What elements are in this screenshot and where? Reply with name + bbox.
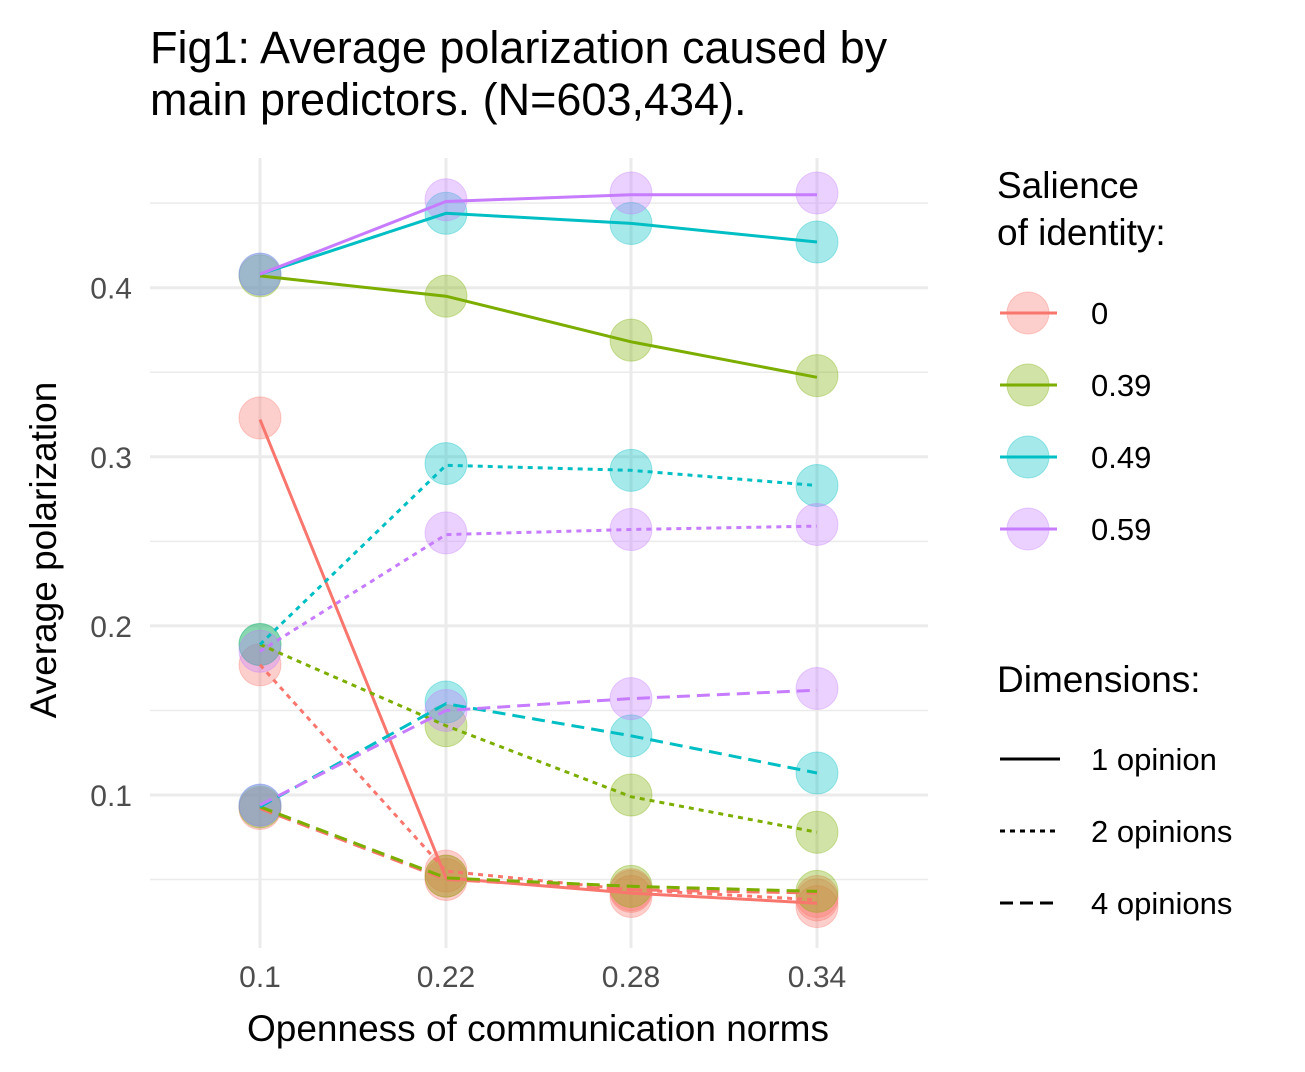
y-axis-title: Average polarization bbox=[23, 382, 64, 719]
y-tick-labels: 0.1 0.2 0.3 0.4 bbox=[90, 273, 132, 813]
series-line bbox=[259, 524, 818, 653]
data-point bbox=[795, 171, 839, 215]
y-tick-label: 0.2 bbox=[90, 611, 132, 644]
x-tick-labels: 0.1 0.22 0.28 0.34 bbox=[239, 961, 846, 994]
data-point bbox=[795, 878, 839, 922]
y-tick-label: 0.4 bbox=[90, 273, 132, 306]
series-line bbox=[259, 688, 818, 807]
series-line bbox=[259, 274, 818, 379]
data-point bbox=[795, 502, 839, 546]
series-points bbox=[238, 171, 839, 929]
chart-title-line-1: Fig1: Average polarization caused by bbox=[150, 22, 888, 73]
x-axis-title: Openness of communication norms bbox=[247, 1008, 829, 1049]
legend: Salience of identity: 0 0.39 0.49 0.59 Dime… bbox=[997, 165, 1232, 921]
data-point bbox=[424, 680, 468, 724]
legend-label: 0.39 bbox=[1091, 368, 1151, 403]
series-line bbox=[259, 211, 818, 276]
series-line bbox=[259, 702, 818, 809]
data-point bbox=[795, 885, 839, 929]
series-line bbox=[258, 663, 818, 902]
chart-title-line-2: main predictors. (N=603,434). bbox=[150, 74, 747, 125]
x-tick-label: 0.1 bbox=[239, 961, 281, 994]
data-point bbox=[795, 810, 839, 854]
color-legend-title-line-2: of identity: bbox=[997, 212, 1166, 253]
linetype-legend-title: Dimensions: bbox=[997, 659, 1201, 700]
series-line bbox=[259, 193, 817, 276]
chart-title: Fig1: Average polarization caused by mai… bbox=[150, 22, 887, 126]
y-tick-label: 0.3 bbox=[90, 442, 132, 475]
legend-label: 4 opinions bbox=[1091, 886, 1232, 921]
linetype-legend-keys: 1 opinion 2 opinions 4 opinions bbox=[1000, 742, 1232, 921]
legend-label: 0 bbox=[1091, 296, 1108, 331]
series-line bbox=[259, 805, 818, 893]
data-point bbox=[609, 171, 653, 215]
data-point bbox=[795, 220, 839, 264]
x-tick-label: 0.22 bbox=[417, 961, 475, 994]
x-tick-label: 0.34 bbox=[788, 961, 846, 994]
x-tick-label: 0.28 bbox=[602, 961, 660, 994]
data-point bbox=[609, 677, 653, 721]
data-point bbox=[795, 354, 839, 398]
data-point bbox=[424, 442, 468, 486]
data-point bbox=[609, 318, 653, 362]
series-line bbox=[259, 643, 818, 834]
data-point bbox=[795, 751, 839, 795]
data-point bbox=[795, 666, 839, 710]
data-point bbox=[609, 874, 653, 918]
data-point bbox=[238, 396, 282, 440]
series-line bbox=[258, 419, 818, 905]
series-lines bbox=[258, 193, 818, 905]
data-point bbox=[795, 874, 839, 918]
data-point bbox=[609, 773, 653, 817]
data-point bbox=[795, 464, 839, 508]
legend-label: 1 opinion bbox=[1091, 742, 1217, 777]
y-tick-label: 0.1 bbox=[90, 780, 132, 813]
data-point bbox=[238, 254, 282, 298]
series-line bbox=[258, 463, 818, 646]
color-legend-title-line-1: Salience bbox=[997, 165, 1139, 206]
color-legend-keys: 0 0.39 0.49 0.59 bbox=[1000, 291, 1151, 551]
legend-label: 0.59 bbox=[1091, 512, 1151, 547]
legend-label: 2 opinions bbox=[1091, 814, 1232, 849]
series-line bbox=[259, 807, 818, 895]
legend-label: 0.49 bbox=[1091, 440, 1151, 475]
